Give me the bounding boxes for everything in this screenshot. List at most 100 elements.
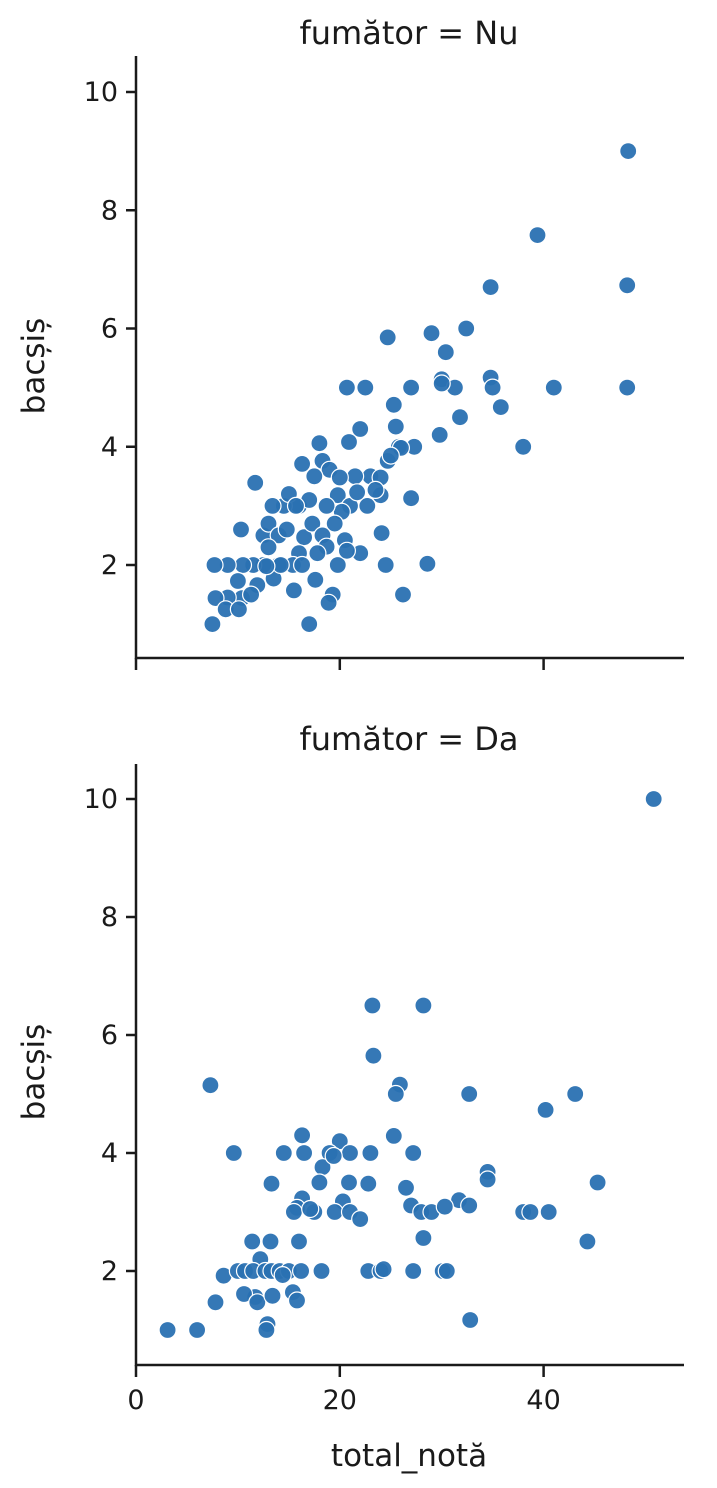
y-tick-label: 6	[101, 314, 118, 345]
scatter-point	[206, 1293, 225, 1312]
scatter-point	[274, 1143, 293, 1163]
scatter-point	[528, 226, 547, 245]
scatter-point	[273, 1265, 292, 1285]
scatter-point	[306, 570, 325, 589]
scatter-point	[330, 468, 349, 487]
y-tick-label: 2	[101, 1256, 118, 1287]
panel-da-axes	[134, 764, 684, 1367]
y-tick-label: 10	[84, 784, 118, 815]
panel-da-title: fumător = Da	[299, 720, 518, 758]
scatter-point	[284, 1202, 303, 1222]
scatter-point	[364, 1046, 383, 1065]
scatter-point	[261, 1232, 280, 1251]
scatter-point	[514, 437, 533, 456]
scatter-point	[348, 483, 367, 502]
scatter-point	[312, 1261, 331, 1281]
scatter-point	[259, 514, 278, 533]
scatter-point	[536, 1100, 555, 1120]
scatter-point	[305, 467, 324, 486]
scatter-point	[317, 496, 336, 515]
scatter-point	[233, 555, 253, 575]
scatter-point	[393, 585, 413, 604]
y-tick-label: 10	[84, 77, 118, 108]
scatter-point	[295, 1143, 314, 1163]
scatter-point	[292, 1261, 311, 1281]
scatter-point	[359, 1174, 378, 1193]
scatter-point	[259, 538, 278, 557]
scatter-point	[324, 1146, 343, 1166]
scatter-point	[358, 496, 377, 515]
scatter-point	[521, 1202, 540, 1222]
scatter-point	[618, 276, 637, 295]
scatter-point	[418, 554, 437, 573]
scatter-point	[188, 1320, 207, 1340]
scatter-point	[310, 434, 329, 453]
panel-da-ylabel: bacșiș	[16, 1024, 52, 1121]
scatter-point	[588, 1173, 607, 1192]
scatter-point	[481, 278, 500, 297]
panel-nu-axes	[134, 56, 684, 660]
scatter-point	[303, 514, 322, 533]
scatter-point	[381, 446, 400, 465]
scatter-point	[293, 1126, 312, 1145]
scatter-point	[402, 378, 421, 397]
scatter-point	[242, 585, 261, 604]
scatter-point	[205, 555, 224, 575]
x-tick-label: 40	[526, 1385, 560, 1416]
scatter-point	[325, 1202, 344, 1222]
scatter-point	[224, 1143, 243, 1163]
scatter-point	[231, 520, 251, 539]
scatter-point	[432, 374, 451, 393]
scatter-point	[414, 996, 433, 1015]
scatter-point	[461, 1310, 480, 1330]
y-tick-label: 8	[101, 195, 118, 226]
scatter-point	[263, 1286, 282, 1305]
scatter-point	[337, 378, 356, 397]
scatter-point	[618, 378, 637, 397]
scatter-point	[378, 328, 397, 347]
scatter-point	[363, 996, 382, 1015]
scatter-point	[402, 489, 421, 508]
scatter-point	[366, 480, 385, 499]
scatter-point	[346, 467, 365, 486]
y-tick-label: 6	[101, 1020, 118, 1051]
scatter-point	[356, 378, 375, 397]
scatter-point	[300, 614, 319, 634]
scatter-point	[308, 544, 327, 563]
panel-da-ticks: 2 4 6 8 10 0 20 40	[84, 784, 561, 1416]
scatter-point	[619, 142, 638, 161]
scatter-point	[414, 1228, 433, 1248]
scatter-point	[257, 557, 276, 576]
scatter-point	[257, 1320, 276, 1340]
scatter-point	[287, 1291, 307, 1310]
scatter-point	[277, 520, 296, 539]
scatter-point	[396, 1178, 416, 1197]
panel-nu-title: fumător = Nu	[300, 14, 519, 52]
scatter-point	[376, 555, 395, 575]
panel-nu-ylabel: bacșiș	[16, 318, 52, 415]
scatter-point	[325, 514, 344, 533]
scatter-point	[544, 378, 563, 397]
scatter-point	[228, 571, 247, 591]
scatter-point	[422, 324, 441, 343]
scatter-point	[404, 1261, 423, 1281]
scatter-point	[361, 1143, 380, 1163]
panel-nu-points	[203, 142, 638, 634]
scatter-point	[372, 523, 391, 543]
scatter-point	[328, 555, 347, 575]
y-tick-label: 4	[101, 432, 118, 463]
scatter-point	[491, 398, 510, 417]
scatter-point	[539, 1202, 558, 1222]
scatter-point	[319, 593, 338, 612]
scatter-point	[351, 419, 370, 439]
scatter-point	[310, 1173, 329, 1192]
scatter-point	[340, 1143, 360, 1163]
scatter-point	[374, 1260, 393, 1279]
scatter-point	[460, 1196, 479, 1215]
panel-da: fumător = Da bacșiș 2 4 6 8 10 0 20 40 total_no…	[16, 720, 684, 1474]
scatter-point	[437, 1261, 456, 1281]
scatter-point	[644, 789, 663, 809]
scatter-point	[430, 425, 449, 444]
